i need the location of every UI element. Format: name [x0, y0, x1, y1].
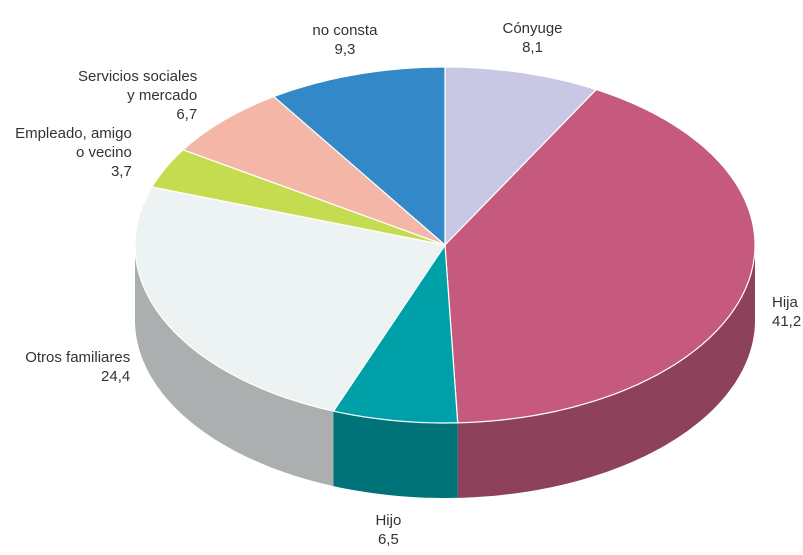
category-label: Hijo — [375, 511, 402, 529]
slice-label: no consta 9,3 — [312, 21, 377, 59]
slice-label: Hija 41,2 — [772, 293, 801, 331]
slice — [273, 66, 446, 246]
slice — [332, 244, 459, 424]
slice — [444, 89, 756, 424]
category-label: Otros familiares — [25, 348, 131, 366]
category-label: Empleado, amigo o vecino — [15, 124, 132, 161]
value-label: 6,5 — [377, 530, 399, 548]
category-label: no consta — [312, 22, 378, 40]
slice-label: Cónyuge 8,1 — [502, 19, 562, 57]
slice-side — [457, 245, 755, 498]
slice — [182, 96, 446, 246]
slice-label: Otros familiares 24,4 — [25, 348, 130, 386]
value-label: 24,4 — [101, 367, 131, 385]
slice — [151, 149, 446, 246]
slice-side — [333, 411, 458, 498]
category-label: Hija — [772, 293, 798, 311]
slice-label: Hijo 6,5 — [375, 511, 401, 549]
value-label: 41,2 — [772, 312, 802, 330]
slice-label: Servicios sociales y mercado 6,7 — [78, 67, 197, 124]
value-label: 8,1 — [522, 39, 543, 57]
category-label: Servicios sociales y mercado — [77, 68, 198, 104]
slice-side — [135, 245, 334, 487]
slice-label: Empleado, amigo o vecino 3,7 — [15, 124, 132, 181]
value-label: 3,7 — [110, 162, 132, 180]
value-label: 9,3 — [334, 41, 356, 59]
slice — [134, 186, 446, 412]
value-label: 6,7 — [176, 106, 198, 123]
category-label: Cónyuge — [502, 20, 563, 38]
slice — [444, 66, 597, 246]
